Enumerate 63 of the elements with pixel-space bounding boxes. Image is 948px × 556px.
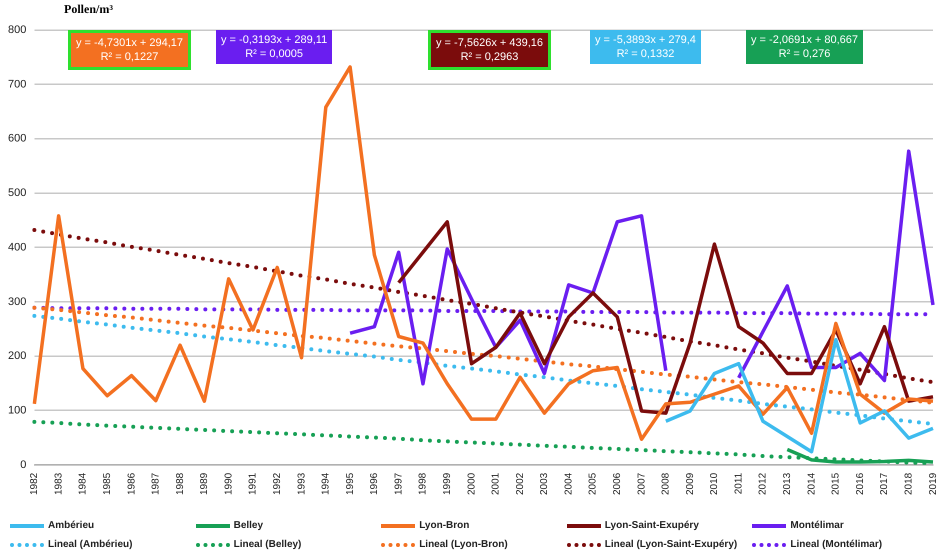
- x-tick-label: 2015: [830, 472, 842, 496]
- x-tick-label: 1993: [296, 472, 308, 496]
- x-tick-label: 1986: [126, 472, 138, 496]
- x-tick-label: 1992: [272, 472, 283, 496]
- x-tick-label: 2007: [636, 472, 648, 496]
- y-tick-label: 700: [8, 78, 26, 90]
- legend-label: Lyon-Saint-Exupéry: [604, 520, 699, 531]
- x-tick-label: 1987: [150, 472, 162, 496]
- x-tick-label: 2002: [514, 472, 526, 496]
- legend-label: Lineal (Belley): [234, 539, 302, 550]
- x-tick-label: 1985: [102, 472, 113, 496]
- legend-label: Lyon-Bron: [419, 520, 470, 531]
- x-tick-label: 2017: [879, 472, 890, 496]
- x-tick-label: 1997: [393, 472, 404, 496]
- legend-label: Ambérieu: [48, 520, 94, 531]
- y-tick-label: 200: [8, 350, 26, 362]
- x-tick-label: 2011: [733, 472, 744, 494]
- x-tick-label: 2008: [660, 472, 672, 496]
- x-tick-label: 2018: [903, 472, 914, 496]
- legend-label: Montélimar: [790, 520, 844, 531]
- annotation: y = -4,7301x + 294,17 R² = 0,1227: [68, 30, 192, 70]
- annotation: y = -7,5626x + 439,16 R² = 0,2963: [428, 30, 552, 70]
- x-tick-label: 1989: [199, 472, 210, 496]
- x-tick-label: 2016: [854, 472, 866, 496]
- x-tick-label: 1988: [174, 472, 186, 496]
- x-tick-label: 1991: [248, 472, 259, 496]
- annotation: y = -0,3193x + 289,11 R² = 0,0005: [216, 30, 332, 64]
- x-tick-label: 2000: [466, 472, 478, 496]
- x-tick-label: 2014: [806, 472, 818, 496]
- x-tick-label: 1996: [369, 472, 380, 496]
- x-tick-label: 2004: [563, 472, 574, 496]
- y-axis-title: Pollen/m³: [64, 2, 113, 17]
- legend-label: Lineal (Lyon-Saint-Exupéry): [604, 539, 738, 550]
- y-tick-label: 800: [8, 24, 26, 36]
- y-tick-label: 0: [20, 458, 26, 471]
- x-tick-label: 2009: [684, 472, 696, 496]
- x-tick-label: 1999: [442, 472, 453, 496]
- x-tick-label: 2010: [709, 472, 720, 496]
- x-tick-label: 2019: [928, 472, 939, 496]
- x-tick-label: 2003: [539, 472, 550, 496]
- legend-label: Lineal (Montélimar): [790, 539, 882, 550]
- x-tick-label: 2006: [612, 472, 624, 496]
- x-tick-label: 2005: [588, 472, 599, 496]
- annotation: y = -5,3893x + 279,4 R² = 0,1332: [590, 30, 701, 64]
- x-tick-label: 1998: [418, 472, 429, 496]
- x-tick-label: 2013: [782, 472, 794, 496]
- x-tick-label: 1982: [29, 472, 40, 496]
- x-tick-label: 1990: [223, 472, 234, 496]
- x-tick-label: 2001: [490, 472, 502, 496]
- x-tick-label: 1994: [320, 472, 332, 496]
- annotation: y = -2,0691x + 80,667 R² = 0,276: [746, 30, 864, 64]
- y-tick-label: 300: [8, 296, 26, 308]
- x-tick-label: 1995: [344, 472, 356, 496]
- legend-label: Lineal (Lyon-Bron): [419, 539, 508, 550]
- legend-label: Lineal (Ambérieu): [48, 539, 132, 550]
- y-tick-label: 400: [8, 241, 26, 254]
- x-tick-label: 1984: [78, 472, 89, 496]
- y-tick-label: 500: [8, 187, 26, 200]
- x-tick-label: 2012: [758, 472, 769, 496]
- y-tick-label: 100: [8, 404, 26, 416]
- legend-label: Belley: [234, 520, 264, 531]
- y-tick-label: 600: [8, 132, 26, 145]
- x-tick-label: 1983: [53, 472, 64, 496]
